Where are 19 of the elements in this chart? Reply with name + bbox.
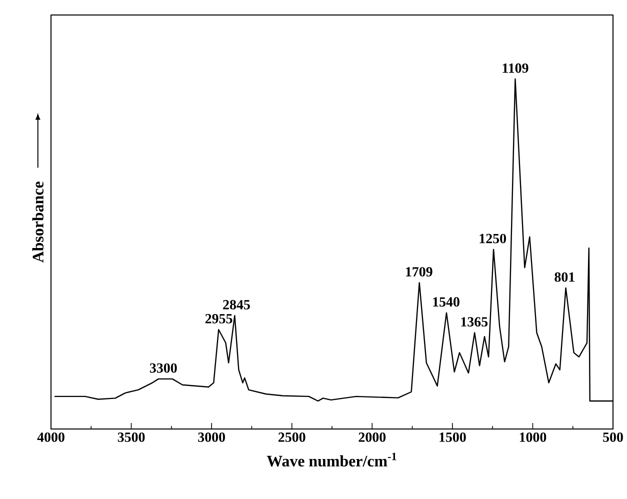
x-tick-label: 1000 xyxy=(520,432,546,442)
annotation: 1709 xyxy=(406,267,432,277)
x-tick-label: 1500 xyxy=(440,432,466,442)
x-tick-label: 500 xyxy=(603,432,623,442)
x-tick-label: 4000 xyxy=(37,432,64,442)
annotation: 1250 xyxy=(480,234,506,244)
annotation: 801 xyxy=(554,272,574,282)
annotation: 1109 xyxy=(502,63,528,73)
annotation: 2955 xyxy=(205,314,232,324)
x-tick-label: 3500 xyxy=(118,432,145,442)
x-axis-title: Wave number/cm$^{-1}$ xyxy=(266,452,396,467)
y-axis-title: Absorbance xyxy=(32,182,44,263)
x-tick-label: 2000 xyxy=(358,432,386,442)
annotation: 1540 xyxy=(433,297,460,307)
annotation: 2845 xyxy=(223,300,250,310)
annotation: 3300 xyxy=(150,363,177,373)
annotation: 1365 xyxy=(461,317,488,327)
x-tick-label: 2500 xyxy=(278,432,306,442)
x-tick-label: 3000 xyxy=(198,432,225,442)
